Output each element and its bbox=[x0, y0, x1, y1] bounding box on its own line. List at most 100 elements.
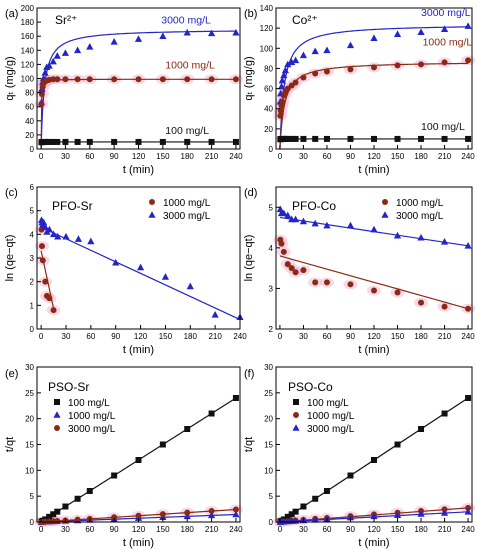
legend-marker bbox=[53, 411, 61, 418]
y-tick-label: 0 bbox=[269, 518, 274, 527]
data-point bbox=[465, 504, 472, 511]
data-point bbox=[54, 138, 61, 145]
data-point bbox=[53, 52, 61, 59]
y-tick-label: 3 bbox=[269, 284, 274, 293]
data-point bbox=[232, 138, 239, 145]
y-tick-label: 25 bbox=[25, 389, 34, 398]
data-point bbox=[50, 138, 57, 145]
x-tick-label: 0 bbox=[39, 525, 44, 534]
x-tick-label: 60 bbox=[85, 152, 94, 161]
y-tick-label: 120 bbox=[21, 60, 35, 69]
x-tick-label: 120 bbox=[132, 152, 146, 161]
data-point bbox=[300, 74, 307, 81]
legend-label: 3000 mg/L bbox=[307, 424, 355, 435]
x-tick-label: 240 bbox=[229, 152, 243, 161]
data-point bbox=[347, 281, 354, 288]
data-point bbox=[45, 62, 53, 69]
data-point bbox=[276, 205, 284, 213]
data-point bbox=[300, 503, 307, 510]
fit-line-1 bbox=[40, 226, 241, 321]
chart-title: PFO-Sr bbox=[52, 199, 93, 213]
x-tick-label: 60 bbox=[323, 152, 332, 161]
legend-marker bbox=[54, 425, 60, 431]
data-point bbox=[54, 517, 61, 524]
panel-label: (f) bbox=[244, 368, 254, 380]
y-axis-label: ln (qe−qt) bbox=[243, 235, 255, 282]
x-tick-label: 120 bbox=[134, 332, 148, 341]
data-point bbox=[280, 209, 288, 217]
panel-label: (d) bbox=[244, 187, 257, 199]
x-tick-label: 240 bbox=[461, 525, 475, 534]
data-point bbox=[46, 513, 53, 520]
data-point bbox=[311, 47, 319, 55]
data-point bbox=[312, 495, 319, 502]
data-point bbox=[288, 135, 295, 142]
data-point bbox=[86, 138, 93, 145]
chart-title: PSO-Sr bbox=[48, 380, 89, 394]
data-point bbox=[370, 512, 378, 520]
data-point bbox=[284, 135, 291, 142]
data-point bbox=[440, 237, 449, 245]
y-tick-label: 20 bbox=[25, 415, 34, 424]
x-tick-label: 30 bbox=[62, 332, 71, 341]
data-point bbox=[440, 509, 449, 516]
y-tick-label: 2 bbox=[269, 325, 274, 334]
legend-marker bbox=[381, 211, 389, 218]
data-point bbox=[347, 135, 354, 142]
data-point bbox=[278, 76, 286, 84]
data-point bbox=[135, 457, 142, 463]
data-point bbox=[42, 278, 49, 285]
x-axis-label: t (min) bbox=[358, 537, 389, 549]
data-point bbox=[371, 457, 377, 463]
x-axis-label: t (min) bbox=[123, 344, 154, 356]
data-point bbox=[280, 71, 288, 79]
data-point bbox=[211, 311, 219, 318]
data-point bbox=[394, 289, 401, 296]
data-point bbox=[184, 426, 191, 432]
y-axis-label: ln (qe−qt) bbox=[4, 235, 16, 282]
x-tick-label: 240 bbox=[461, 152, 475, 161]
x-tick-label: 180 bbox=[414, 525, 428, 534]
y-tick-label: 0 bbox=[30, 518, 35, 527]
data-point bbox=[418, 135, 425, 142]
x-tick-label: 60 bbox=[323, 525, 332, 534]
data-point bbox=[74, 46, 82, 54]
chart-title: PFO-Co bbox=[292, 199, 336, 213]
y-tick-label: 3 bbox=[30, 254, 35, 263]
data-point bbox=[292, 215, 300, 223]
y-tick-label: 10 bbox=[25, 466, 34, 475]
data-point bbox=[346, 221, 355, 229]
data-point bbox=[299, 51, 308, 59]
data-point bbox=[371, 64, 377, 71]
data-point bbox=[49, 230, 58, 238]
legend-label: 1000 mg/L bbox=[163, 198, 211, 209]
x-tick-label: 120 bbox=[367, 525, 381, 534]
legend-label: 1000 mg/L bbox=[68, 411, 116, 422]
data-point bbox=[62, 232, 70, 240]
legend-marker bbox=[293, 412, 299, 418]
x-tick-label: 120 bbox=[132, 525, 146, 534]
x-tick-label: 120 bbox=[367, 152, 381, 161]
x-tick-label: 90 bbox=[110, 525, 119, 534]
chart-title: Sr²⁺ bbox=[55, 13, 77, 27]
y-tick-label: 100 bbox=[260, 44, 274, 53]
data-point bbox=[465, 57, 472, 64]
data-point bbox=[62, 138, 69, 145]
x-tick-label: 90 bbox=[111, 332, 120, 341]
x-tick-label: 210 bbox=[438, 525, 452, 534]
y-tick-label: 25 bbox=[264, 389, 273, 398]
chart-panel-5: 0 30 60 90 120 150 180 210 240 0 5 10 15 20 25 30 t (min… bbox=[243, 363, 475, 549]
data-point bbox=[208, 410, 215, 417]
data-point bbox=[46, 295, 53, 302]
data-point bbox=[183, 512, 191, 520]
data-point bbox=[465, 305, 472, 312]
y-tick-label: 30 bbox=[25, 363, 34, 372]
data-point bbox=[232, 28, 240, 36]
y-tick-label: 40 bbox=[25, 117, 34, 126]
data-point bbox=[284, 513, 291, 520]
y-tick-label: 120 bbox=[260, 24, 274, 33]
y-tick-label: 0 bbox=[30, 325, 35, 334]
data-point bbox=[441, 59, 448, 66]
data-point bbox=[393, 30, 402, 37]
data-point bbox=[74, 235, 83, 242]
